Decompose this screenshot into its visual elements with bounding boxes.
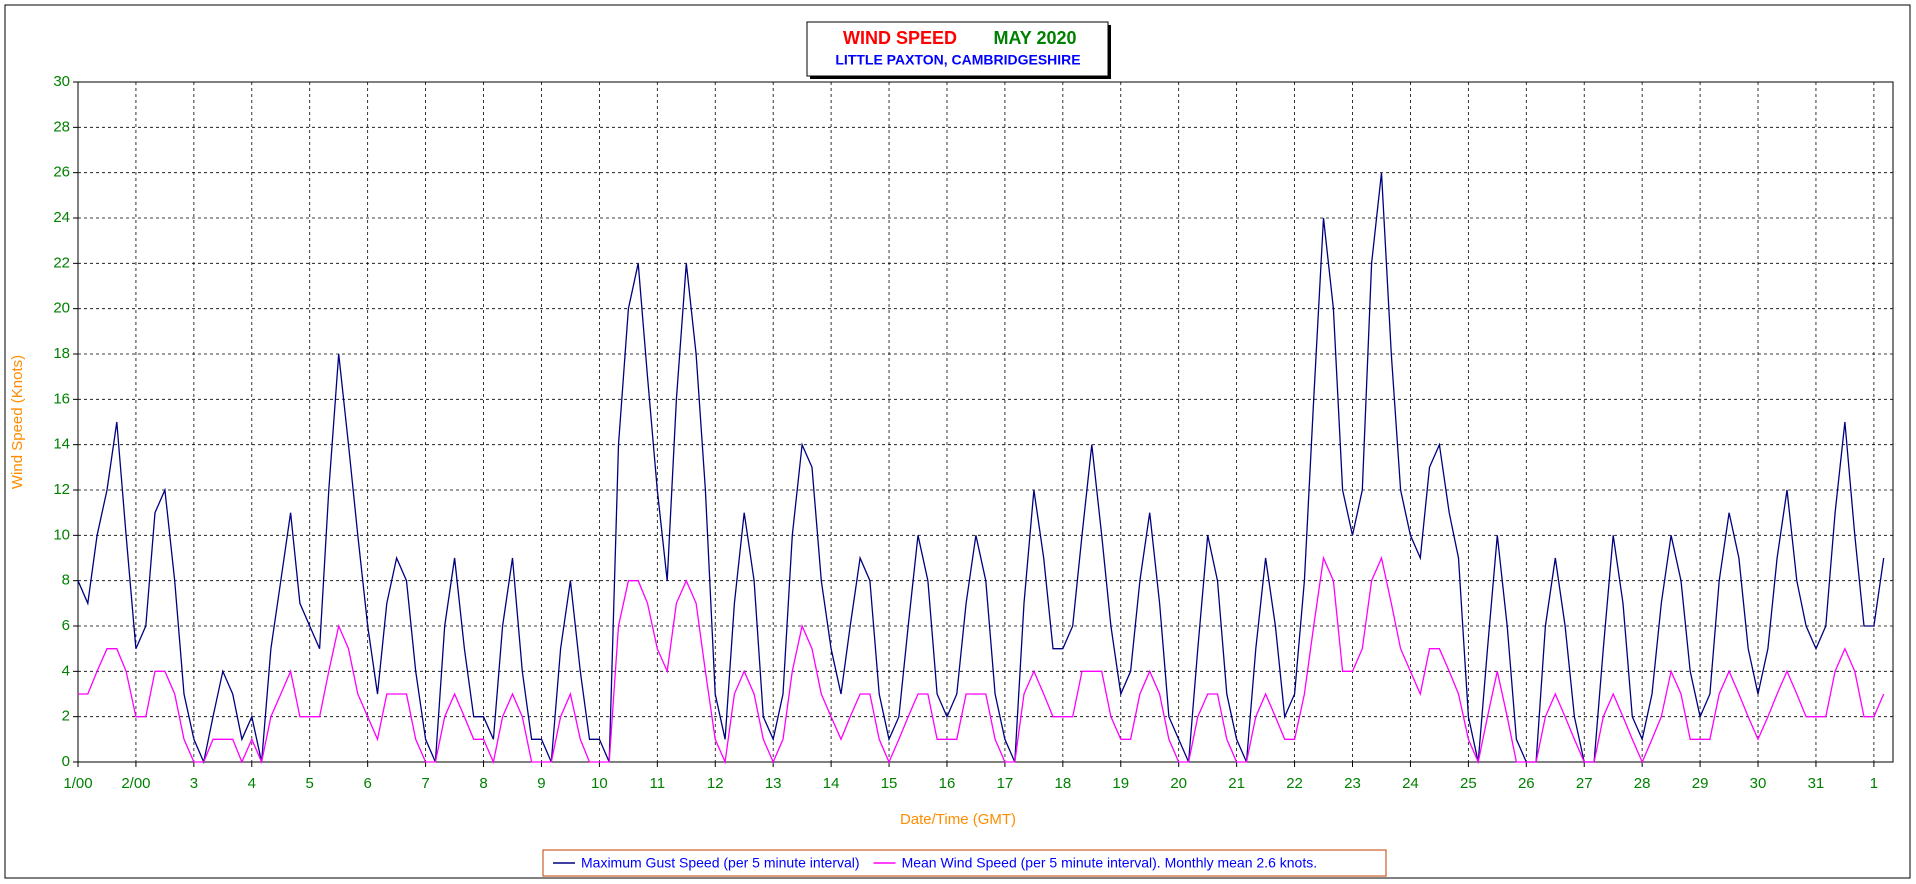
x-tick-label: 2/00 xyxy=(121,775,150,792)
y-tick-label: 2 xyxy=(62,708,70,725)
x-tick-label: 26 xyxy=(1518,775,1535,792)
x-tick-label: 18 xyxy=(1054,775,1071,792)
x-tick-label: 16 xyxy=(939,775,956,792)
x-tick-label: 25 xyxy=(1460,775,1477,792)
y-axis-label: Wind Speed (Knots) xyxy=(9,355,26,489)
plot-area xyxy=(77,81,1894,763)
x-tick-label: 15 xyxy=(881,775,898,792)
x-tick-label: 24 xyxy=(1402,775,1419,792)
x-tick-label: 8 xyxy=(479,775,487,792)
x-tick-label: 3 xyxy=(190,775,198,792)
title-box xyxy=(806,21,1109,77)
x-tick-label: 7 xyxy=(421,775,429,792)
y-tick-label: 26 xyxy=(53,164,70,181)
x-tick-label: 12 xyxy=(707,775,724,792)
chart-title: WIND SPEED xyxy=(843,28,957,48)
x-tick-label: 30 xyxy=(1750,775,1767,792)
legend-label: Mean Wind Speed (per 5 minute interval).… xyxy=(902,855,1318,871)
y-tick-label: 8 xyxy=(62,572,70,589)
x-tick-label: 31 xyxy=(1808,775,1825,792)
y-tick-label: 10 xyxy=(53,526,70,543)
x-tick-label: 28 xyxy=(1634,775,1651,792)
y-tick-label: 24 xyxy=(53,209,70,226)
x-tick-label: 5 xyxy=(306,775,314,792)
x-tick-label: 9 xyxy=(537,775,545,792)
chart-subtitle: LITTLE PAXTON, CAMBRIDGESHIRE xyxy=(835,52,1080,68)
y-tick-label: 14 xyxy=(53,436,70,453)
legend-label: Maximum Gust Speed (per 5 minute interva… xyxy=(581,855,860,871)
y-tick-label: 0 xyxy=(62,753,70,770)
y-tick-label: 12 xyxy=(53,481,70,498)
x-tick-label: 10 xyxy=(591,775,608,792)
chart-title-date: MAY 2020 xyxy=(993,28,1076,48)
x-tick-label: 6 xyxy=(363,775,371,792)
x-tick-label: 22 xyxy=(1286,775,1303,792)
series-line xyxy=(78,555,1885,765)
x-tick-label: 23 xyxy=(1344,775,1361,792)
y-tick-label: 6 xyxy=(62,617,70,634)
x-tick-label: 20 xyxy=(1170,775,1187,792)
y-tick-label: 30 xyxy=(53,73,70,90)
y-tick-label: 22 xyxy=(53,254,70,271)
legend-box xyxy=(542,849,1387,877)
y-tick-label: 20 xyxy=(53,300,70,317)
y-tick-label: 4 xyxy=(62,662,70,679)
x-tick-label: 4 xyxy=(248,775,256,792)
x-tick-label: 11 xyxy=(650,775,666,792)
y-tick-label: 18 xyxy=(53,345,70,362)
x-tick-label: 1 xyxy=(1870,775,1878,792)
x-tick-label: 21 xyxy=(1228,775,1245,792)
x-tick-label: 27 xyxy=(1576,775,1593,792)
x-axis-label: Date/Time (GMT) xyxy=(900,811,1016,828)
series-line xyxy=(77,172,1885,765)
y-tick-label: 28 xyxy=(53,118,70,135)
y-tick-label: 16 xyxy=(53,390,70,407)
x-tick-label: 1/00 xyxy=(63,775,92,792)
x-tick-label: 29 xyxy=(1692,775,1709,792)
x-tick-label: 13 xyxy=(765,775,782,792)
x-tick-label: 19 xyxy=(1112,775,1129,792)
x-tick-label: 14 xyxy=(823,775,840,792)
x-tick-label: 17 xyxy=(997,775,1014,792)
